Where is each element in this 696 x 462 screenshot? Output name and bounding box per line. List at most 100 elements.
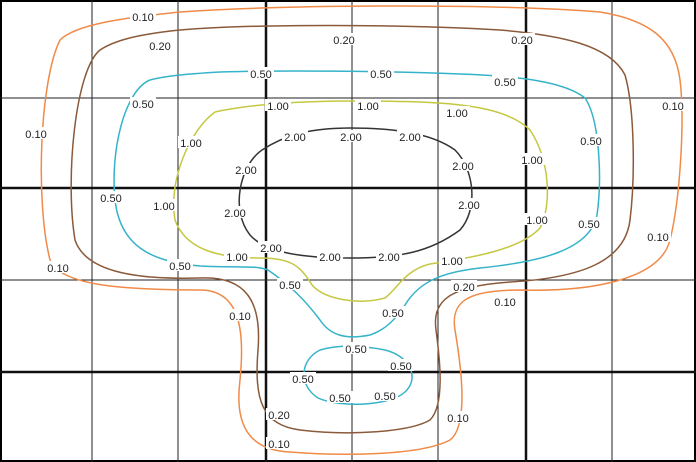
contour-label-bg xyxy=(380,306,406,318)
contour-label-bg xyxy=(492,295,518,307)
contour-label-c050: 0.50 xyxy=(329,393,350,405)
contour-label-bg xyxy=(524,213,550,225)
contour-label-bg xyxy=(578,134,604,146)
contour-label-c010: 0.10 xyxy=(132,12,153,24)
contour-label-bg xyxy=(317,250,343,262)
contour-label-bg xyxy=(388,359,414,371)
contour-label-bg xyxy=(576,217,602,229)
contour-label-bg xyxy=(248,67,274,79)
contour-labels: 0.10 0.10 0.10 0.10 0.10 0.10 0.10 0.10 0.10 0.20… xyxy=(23,10,686,451)
contour-label-c200: 2.00 xyxy=(399,132,420,144)
contour-label-bg xyxy=(519,153,545,165)
contour-label-c020: 0.20 xyxy=(268,410,289,422)
contour-label-c100: 1.00 xyxy=(180,138,201,150)
contour-label-c010: 0.10 xyxy=(662,101,683,113)
contour-label-bg xyxy=(277,278,303,290)
contour-label-bg xyxy=(444,106,470,118)
contour-label-c050: 0.50 xyxy=(578,219,599,231)
contour-label-bg xyxy=(343,342,369,354)
contour-label-c100: 1.00 xyxy=(153,201,174,213)
contour-label-bg xyxy=(147,39,173,51)
contour-line-010 xyxy=(40,5,683,455)
contour-label-c010: 0.10 xyxy=(494,297,515,309)
contour-label-bg xyxy=(372,389,398,401)
contour-label-c100: 1.00 xyxy=(446,108,467,120)
contour-label-c200: 2.00 xyxy=(284,132,305,144)
contour-label-bg xyxy=(98,191,124,203)
contour-label-bg xyxy=(224,250,250,262)
contour-label-bg xyxy=(355,99,381,111)
contour-label-bg xyxy=(451,280,477,292)
contour-lines xyxy=(40,5,683,455)
contour-label-bg xyxy=(397,130,423,142)
contour-label-c100: 1.00 xyxy=(526,215,547,227)
contour-label-bg xyxy=(456,198,482,210)
contour-label-c050: 0.50 xyxy=(390,361,411,373)
contour-label-bg xyxy=(258,241,284,253)
contour-label-bg xyxy=(227,309,253,321)
contour-label-c050: 0.50 xyxy=(169,261,190,273)
contour-label-c200: 2.00 xyxy=(458,200,479,212)
contour-label-bg xyxy=(290,372,316,384)
contour-label-c050: 0.50 xyxy=(580,136,601,148)
contour-label-c050: 0.50 xyxy=(292,374,313,386)
contour-label-bg xyxy=(368,67,394,79)
contour-label-bg xyxy=(338,130,364,142)
contour-label-bg xyxy=(645,230,671,242)
contour-label-bg xyxy=(376,250,402,262)
contour-label-c010: 0.10 xyxy=(447,413,468,425)
contour-label-c200: 2.00 xyxy=(235,165,256,177)
contour-label-bg xyxy=(130,10,156,22)
contour-label-c020: 0.20 xyxy=(149,41,170,53)
contour-label-bg xyxy=(445,411,471,423)
contour-label-c200: 2.00 xyxy=(319,252,340,264)
contour-label-bg xyxy=(439,254,465,266)
contour-label-bg xyxy=(151,199,177,211)
contour-label-bg xyxy=(509,33,535,45)
contour-label-c100: 1.00 xyxy=(441,256,462,268)
contour-label-bg xyxy=(167,259,193,271)
contour-label-c010: 0.10 xyxy=(25,129,46,141)
contour-label-c020: 0.20 xyxy=(511,35,532,47)
contour-label-c200: 2.00 xyxy=(378,252,399,264)
contour-label-c050: 0.50 xyxy=(100,193,121,205)
contour-label-bg xyxy=(331,33,357,45)
contour-label-c010: 0.10 xyxy=(268,439,289,451)
contour-label-bg xyxy=(45,261,71,273)
contour-label-c010: 0.10 xyxy=(229,311,250,323)
contour-label-c100: 1.00 xyxy=(226,252,247,264)
contour-label-c100: 1.00 xyxy=(267,101,288,113)
contour-label-c050: 0.50 xyxy=(250,69,271,81)
contour-label-bg xyxy=(282,130,308,142)
contour-label-bg xyxy=(327,391,353,403)
contour-label-c010: 0.10 xyxy=(647,232,668,244)
contour-label-bg xyxy=(23,127,49,139)
contour-label-bg xyxy=(450,159,476,171)
contour-label-bg xyxy=(178,136,204,148)
contour-label-c050: 0.50 xyxy=(374,391,395,403)
contour-line-100 xyxy=(173,100,549,302)
contour-label-c050: 0.50 xyxy=(132,99,153,111)
contour-label-bg xyxy=(233,163,259,175)
contour-label-bg xyxy=(660,99,686,111)
contour-label-c100: 1.00 xyxy=(357,101,378,113)
contour-line-020 xyxy=(70,24,635,434)
contour-label-bg xyxy=(492,75,518,87)
contour-label-c050: 0.50 xyxy=(370,69,391,81)
contour-label-bg xyxy=(222,206,248,218)
contour-label-bg xyxy=(266,437,292,449)
contour-label-c050: 0.50 xyxy=(345,344,366,356)
contour-label-c200: 2.00 xyxy=(260,243,281,255)
contour-label-c050: 0.50 xyxy=(494,77,515,89)
contour-label-c100: 1.00 xyxy=(521,155,542,167)
contour-label-c050: 0.50 xyxy=(382,308,403,320)
contour-label-c200: 2.00 xyxy=(224,208,245,220)
contour-label-c020: 0.20 xyxy=(453,282,474,294)
contour-line-200 xyxy=(238,127,473,259)
contour-label-bg xyxy=(266,408,292,420)
contour-label-c020: 0.20 xyxy=(333,35,354,47)
contour-label-bg xyxy=(130,97,156,109)
